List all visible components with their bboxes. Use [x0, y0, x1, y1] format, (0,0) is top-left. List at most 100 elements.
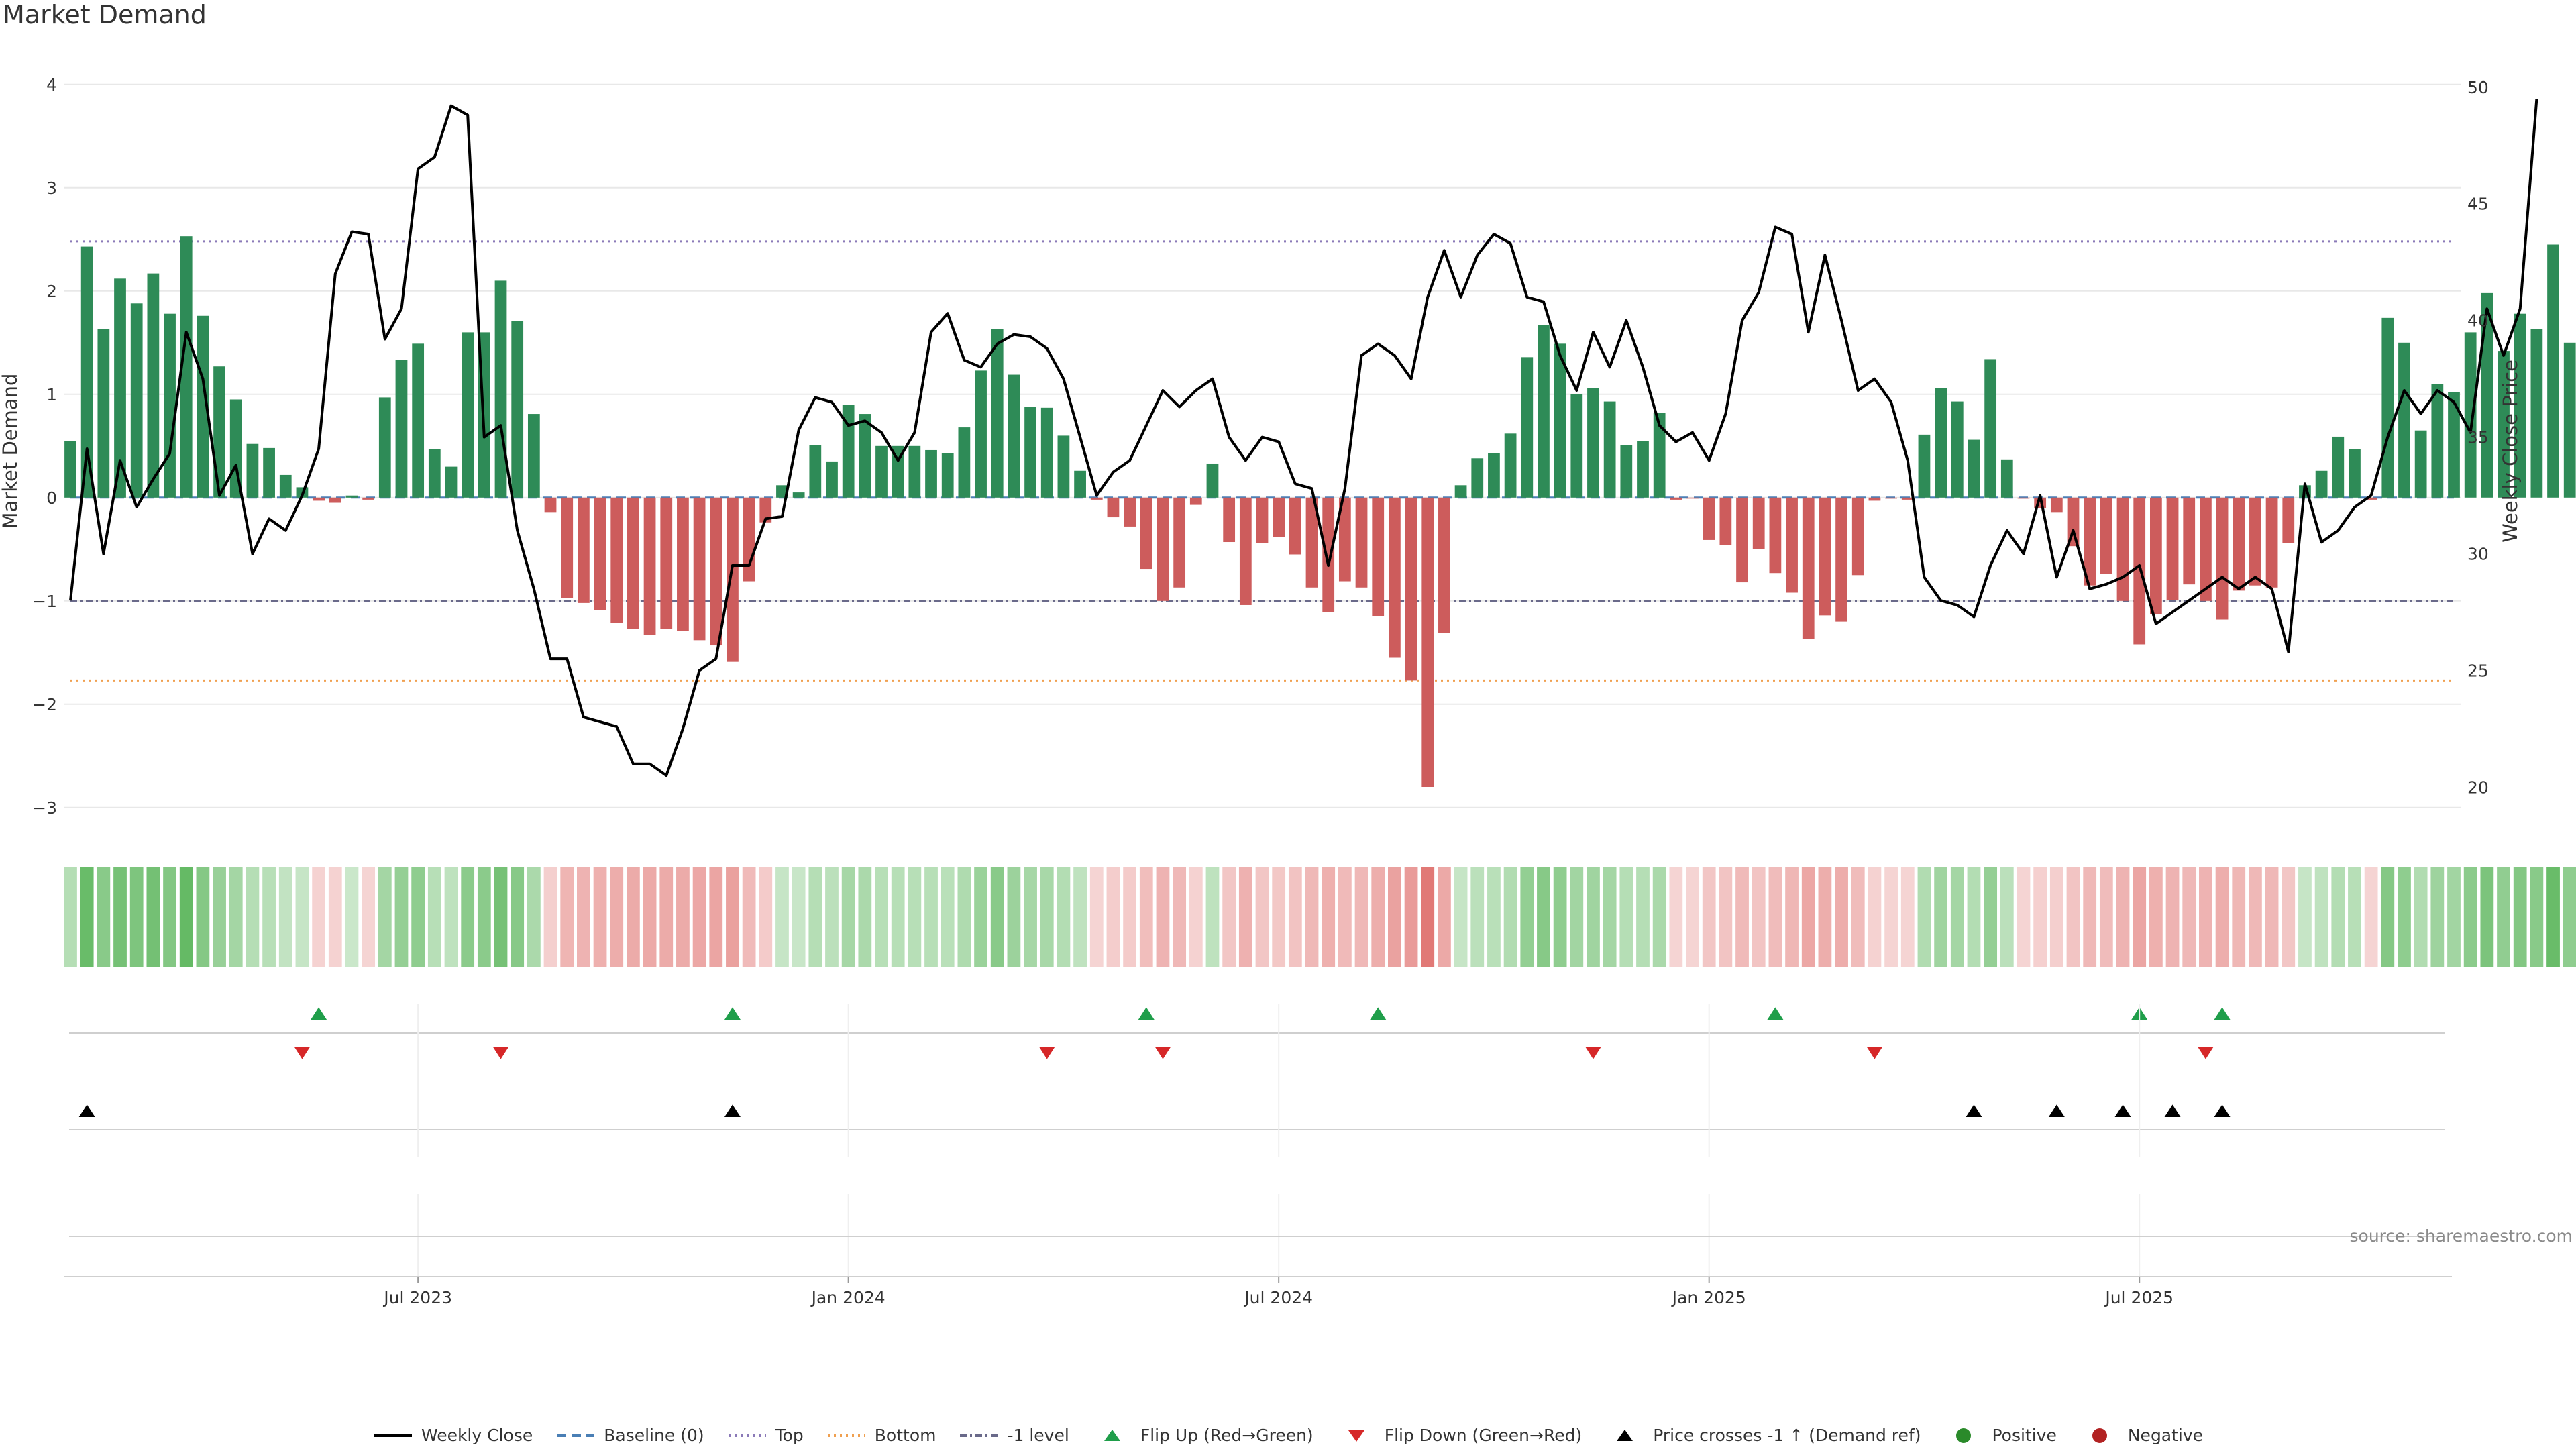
strip-cell [2480, 867, 2494, 967]
strip-cell [875, 867, 888, 967]
demand-bar [577, 497, 590, 603]
demand-bar [610, 497, 623, 623]
legend-symbol-top [728, 1434, 766, 1437]
demand-bar [1504, 433, 1517, 498]
weekly-close-line [69, 99, 2538, 777]
strip-cell [1950, 867, 1964, 967]
demand-bar [2332, 436, 2345, 498]
legend-swatch [2092, 1428, 2107, 1443]
demand-bar [1901, 497, 1914, 500]
strip-cell [427, 867, 441, 967]
demand-bar [1802, 497, 1815, 639]
legend-item-positive: Positive [1943, 1426, 2057, 1445]
demand-bar [1653, 413, 1666, 498]
strip-cell [146, 867, 160, 967]
strip-cell [1305, 867, 1319, 967]
strip-cell [2348, 867, 2361, 967]
y2-tick-label: 50 [2467, 78, 2489, 97]
demand-bar [1521, 357, 1534, 498]
strip-cell [1205, 867, 1220, 967]
strip-cell [80, 867, 94, 967]
strip-cell [229, 867, 243, 967]
strip-cell [1818, 867, 1832, 967]
strip-cell [808, 867, 822, 967]
flip-down-marker [1866, 1046, 1883, 1059]
demand-bar [1951, 401, 1964, 498]
strip-cell [1139, 867, 1153, 967]
demand-bar [1885, 497, 1897, 499]
strip-cell [444, 867, 458, 967]
demand-bar [710, 497, 722, 646]
strip-cell [1106, 867, 1120, 967]
demand-bar [2216, 497, 2229, 620]
demand-bar [2381, 317, 2394, 498]
strip-cell [1603, 867, 1617, 967]
y-tick-label: 0 [46, 488, 57, 508]
strip-cell [1272, 867, 1286, 967]
legend-item-price_cross: Price crosses -1 ↑ (Demand ref) [1605, 1426, 1921, 1445]
strip-cell [2530, 867, 2544, 967]
strip-cell [1470, 867, 1485, 967]
demand-bar [1868, 497, 1881, 501]
demand-bar [1405, 497, 1417, 681]
demand-bar [2448, 392, 2460, 498]
demand-bar [445, 466, 458, 498]
demand-bar [1935, 388, 1947, 498]
strip-cell [1388, 867, 1401, 967]
demand-bar [1355, 497, 1368, 588]
x-tick-label: Jul 2023 [382, 1288, 452, 1307]
strip-cell [1719, 867, 1733, 967]
demand-bar [114, 278, 126, 498]
demand-bar [2149, 497, 2162, 614]
demand-bar [412, 343, 425, 498]
demand-bar [362, 497, 375, 500]
legend-label: Price crosses -1 ↑ (Demand ref) [1653, 1426, 1921, 1445]
strip-cell [2199, 867, 2212, 967]
strip-cell [328, 867, 342, 967]
strip-cell [1024, 867, 1037, 967]
strip-cell [1255, 867, 1269, 967]
strip-cell [775, 867, 789, 967]
strip-cell [593, 867, 607, 967]
demand-bar [743, 497, 755, 582]
strip-cell [1669, 867, 1683, 967]
strip-cell [676, 867, 690, 967]
demand-bar [1389, 497, 1401, 658]
strip-cell [1702, 867, 1716, 967]
strip-cell [2049, 867, 2063, 967]
legend-swatch [1104, 1429, 1120, 1441]
flip-down-marker [1038, 1046, 1055, 1059]
strip-cell [1421, 867, 1435, 967]
strip-cell [2033, 867, 2047, 967]
y-tick-label: 3 [46, 178, 57, 198]
strip-cell [527, 867, 541, 967]
demand-bar [1074, 470, 1086, 498]
demand-bar [1719, 497, 1732, 545]
price-series [69, 99, 2538, 777]
demand-bar [1587, 388, 1599, 498]
strip-cell [2282, 867, 2296, 967]
strip-cell [2513, 867, 2527, 967]
price-cross-marker [2114, 1104, 2131, 1117]
demand-bar [1305, 497, 1318, 588]
demand-bar [677, 497, 689, 631]
legend: Weekly Close Baseline (0) Top Bottom -1 leve… [0, 1426, 2576, 1445]
flip-down-marker [2197, 1046, 2214, 1059]
strip-cell [345, 867, 359, 967]
demand-bar [2464, 332, 2477, 498]
strip-cell [2563, 867, 2576, 967]
strip-cell [1801, 867, 1815, 967]
strip-cell [543, 867, 557, 967]
strip-cell [2265, 867, 2279, 967]
demand-bar [1670, 497, 1682, 500]
strip-cell [2447, 867, 2461, 967]
demand-bar [1438, 497, 1450, 633]
strip-cell [477, 867, 491, 967]
demand-bar [2233, 497, 2245, 591]
strip-cell [742, 867, 756, 967]
strip-cell [2381, 867, 2395, 967]
strip-cell [262, 867, 276, 967]
legend-swatch [1348, 1430, 1364, 1442]
flip-down-marker [492, 1046, 509, 1059]
demand-bar [1189, 497, 1202, 505]
